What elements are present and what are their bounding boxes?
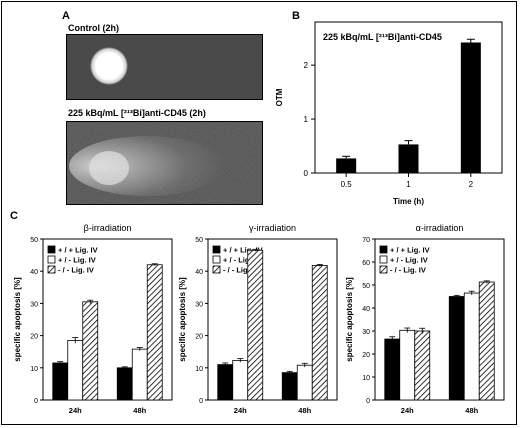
alpha-apoptosis-chart: α-irradiation 0 10 20 30 40 50 60 70 specific apo… xyxy=(345,223,505,415)
legend-swatch xyxy=(212,265,221,274)
bar xyxy=(146,264,163,401)
y-tick-label: 0 xyxy=(366,398,370,405)
y-tick-label: 70 xyxy=(362,237,370,244)
x-tick-label: 48h xyxy=(465,406,478,415)
x-tick-label: 48h xyxy=(133,406,146,415)
plot-frame xyxy=(374,238,505,401)
legend-swatch xyxy=(47,265,56,274)
bar xyxy=(116,367,133,401)
legend-label: - / - Lig. IV xyxy=(58,266,94,275)
legend-swatch xyxy=(47,245,56,254)
y-tick-label: 0 xyxy=(199,398,203,405)
x-tick-label: 24h xyxy=(69,406,82,415)
y-tick-label: 1 xyxy=(304,115,309,124)
bar xyxy=(478,281,495,401)
y-tick-label: 20 xyxy=(362,352,370,359)
legend-label: + / - Lig. IV xyxy=(58,256,96,265)
y-tick-label: 40 xyxy=(362,306,370,313)
bar xyxy=(232,359,249,401)
plot-frame xyxy=(42,238,173,401)
y-tick-label: 20 xyxy=(30,334,38,341)
x-tick-label: 0.5 xyxy=(341,180,353,189)
y-tick-label: 50 xyxy=(195,237,203,244)
y-tick-label: 40 xyxy=(195,269,203,276)
legend-label: + / - Lig. IV xyxy=(390,256,428,265)
bar xyxy=(414,330,431,401)
panel-b-label: B xyxy=(292,10,300,22)
y-axis-label: specific apoptosis [%] xyxy=(345,277,354,362)
comet-head xyxy=(90,47,128,85)
control-comet-svg xyxy=(90,47,128,85)
bar xyxy=(399,329,416,401)
bar xyxy=(336,158,357,173)
bar xyxy=(398,144,419,173)
legend-swatch xyxy=(212,255,221,264)
bar xyxy=(460,42,481,173)
y-tick-label: 0 xyxy=(304,169,309,178)
bar xyxy=(448,296,465,401)
legend-label: + / + Lig. IV xyxy=(223,246,263,255)
chart-title: γ-irradiation xyxy=(249,223,296,233)
treated-comet-svg xyxy=(67,122,262,204)
y-axis-label: OTM xyxy=(275,88,284,106)
x-tick-label: 1 xyxy=(406,180,411,189)
legend-label: - / - Lig. IV xyxy=(223,266,259,275)
x-tick-label: 24h xyxy=(234,406,247,415)
x-tick-label: 2 xyxy=(469,180,474,189)
bar xyxy=(82,301,99,401)
legend-swatch xyxy=(379,255,388,264)
bar xyxy=(463,292,480,401)
x-tick-label: 24h xyxy=(401,406,414,415)
y-tick-label: 0 xyxy=(34,398,38,405)
y-axis-label: specific apoptosis [%] xyxy=(13,277,22,362)
treated-comet-image xyxy=(66,121,263,205)
chart-title: α-irradiation xyxy=(416,223,464,233)
control-comet-image xyxy=(66,34,263,100)
chart-title: β-irradiation xyxy=(84,223,132,233)
otm-chart: 225 kBq/mL [²¹³Bi]anti-CD45 0 1 2 OTM 0.5 1 2 Ti… xyxy=(275,21,503,206)
legend-label: - / - Lig. IV xyxy=(390,266,426,275)
bar xyxy=(247,249,264,401)
y-axis-label: specific apoptosis [%] xyxy=(178,277,187,362)
bar xyxy=(67,340,84,401)
bar xyxy=(384,338,401,401)
legend-swatch xyxy=(379,265,388,274)
bar xyxy=(217,364,234,401)
bar xyxy=(52,362,69,401)
y-tick-label: 40 xyxy=(30,269,38,276)
x-tick-label: 48h xyxy=(298,406,311,415)
panel-a-label: A xyxy=(62,10,70,22)
legend-swatch xyxy=(212,245,221,254)
bar xyxy=(281,372,298,401)
bar xyxy=(296,364,313,401)
legend-label: + / - Lig. IV xyxy=(223,256,261,265)
x-axis-label: Time (h) xyxy=(393,197,424,206)
y-tick-label: 20 xyxy=(195,334,203,341)
panel-c-label: C xyxy=(10,210,18,222)
y-tick-label: 10 xyxy=(362,375,370,382)
bar xyxy=(311,265,328,401)
y-tick-label: 30 xyxy=(362,329,370,336)
legend-swatch xyxy=(379,245,388,254)
legend-label: + / + Lig. IV xyxy=(58,246,98,255)
y-tick-label: 30 xyxy=(30,301,38,308)
y-tick-label: 60 xyxy=(362,260,370,267)
y-tick-label: 10 xyxy=(30,366,38,373)
y-tick-label: 50 xyxy=(362,283,370,290)
gamma-apoptosis-chart: γ-irradiation 0 10 20 30 40 50 specific apoptos… xyxy=(178,223,338,415)
y-tick-label: 10 xyxy=(195,366,203,373)
y-tick-label: 50 xyxy=(30,237,38,244)
plot-frame xyxy=(207,238,338,401)
control-image-title: Control (2h) xyxy=(68,23,119,33)
legend-swatch xyxy=(47,255,56,264)
y-tick-label: 30 xyxy=(195,301,203,308)
chart-annotation: 225 kBq/mL [²¹³Bi]anti-CD45 xyxy=(323,32,442,42)
image-noise xyxy=(67,122,262,204)
bar xyxy=(131,348,148,401)
beta-apoptosis-chart: β-irradiation 0 10 20 30 40 50 specific apoptos… xyxy=(13,223,173,415)
y-tick-label: 2 xyxy=(304,61,309,70)
treated-image-title: 225 kBq/mL [²¹³Bi]anti-CD45 (2h) xyxy=(68,108,206,118)
legend-label: + / + Lig. IV xyxy=(390,246,430,255)
